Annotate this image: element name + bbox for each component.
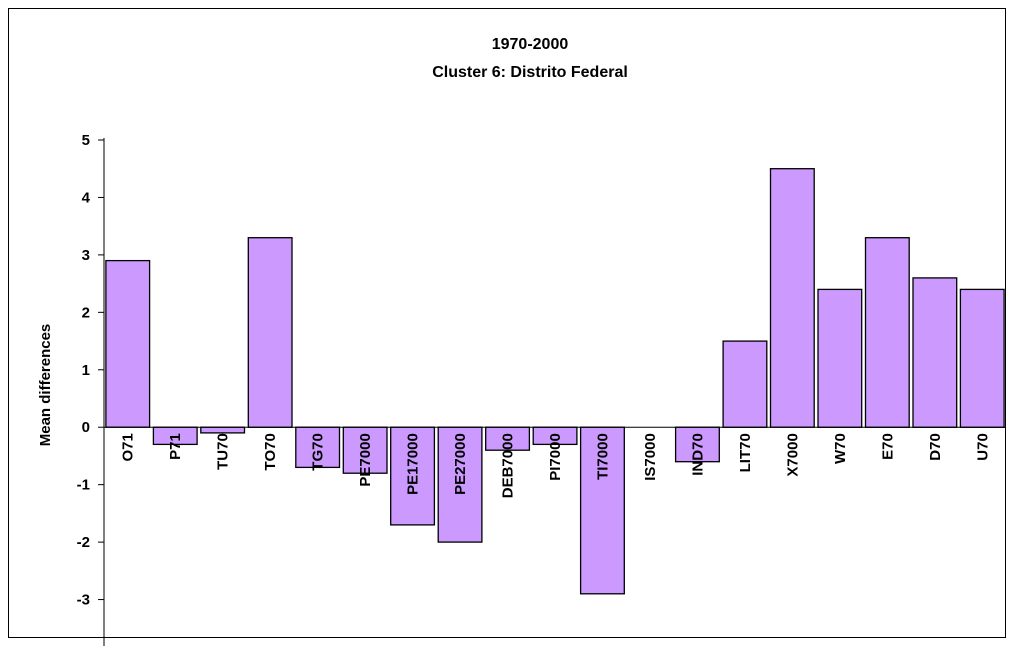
bar-to70 bbox=[247, 237, 293, 428]
bar-d70 bbox=[912, 277, 958, 428]
bar-pe17000 bbox=[390, 426, 436, 526]
category-label: DEB7000 bbox=[500, 433, 517, 498]
category-label: TG70 bbox=[310, 433, 327, 471]
category-label: X7000 bbox=[784, 433, 801, 476]
y-tick-label: -3 bbox=[77, 592, 90, 609]
category-label: P71 bbox=[167, 433, 184, 460]
y-tick-label: 4 bbox=[82, 189, 91, 206]
category-label: TO70 bbox=[262, 433, 279, 470]
y-tick-label: 2 bbox=[82, 304, 90, 321]
category-label: U70 bbox=[974, 433, 991, 461]
y-tick-label: -1 bbox=[77, 477, 90, 494]
bar-tu70 bbox=[200, 426, 246, 434]
category-label: O71 bbox=[120, 433, 137, 461]
y-tick-label: 1 bbox=[82, 362, 90, 379]
category-label: TI7000 bbox=[595, 433, 612, 480]
chart-subtitle: Cluster 6: Distrito Federal bbox=[432, 64, 628, 81]
bar-pe27000 bbox=[437, 426, 483, 543]
category-label: PE27000 bbox=[452, 433, 469, 495]
category-label: PE17000 bbox=[405, 433, 422, 495]
bar-u70 bbox=[959, 288, 1005, 428]
chart-title: 1970-2000 bbox=[492, 36, 569, 53]
category-labels-group: O71 P71 TU70 TO70 TG70 PE7000 PE17000 PE27000 DE… bbox=[120, 433, 992, 498]
axes-group bbox=[103, 138, 1006, 646]
bar-e70 bbox=[864, 237, 910, 428]
bars-group bbox=[105, 168, 1005, 595]
bar-ti7000 bbox=[579, 426, 625, 595]
category-label: IND70 bbox=[689, 433, 706, 476]
category-label: W70 bbox=[832, 433, 849, 464]
category-label: D70 bbox=[927, 433, 944, 461]
y-axis-label: Mean differences bbox=[37, 324, 54, 447]
y-tick-label: -2 bbox=[77, 534, 90, 551]
category-label: TU70 bbox=[215, 433, 232, 470]
y-tick-label: 5 bbox=[82, 132, 90, 149]
bar-o71 bbox=[105, 259, 151, 428]
bar-x7000 bbox=[769, 168, 815, 428]
category-label: IS7000 bbox=[642, 433, 659, 481]
category-label: LIT70 bbox=[737, 433, 754, 472]
bar-pe7000 bbox=[342, 426, 388, 474]
category-label: PI7000 bbox=[547, 433, 564, 481]
y-tick-label: 0 bbox=[82, 419, 90, 436]
category-label: PE7000 bbox=[357, 433, 374, 486]
bar-w70 bbox=[817, 288, 863, 428]
category-label: E70 bbox=[879, 433, 896, 460]
y-tick-label: 3 bbox=[82, 247, 90, 264]
bar-lit70 bbox=[722, 340, 768, 428]
